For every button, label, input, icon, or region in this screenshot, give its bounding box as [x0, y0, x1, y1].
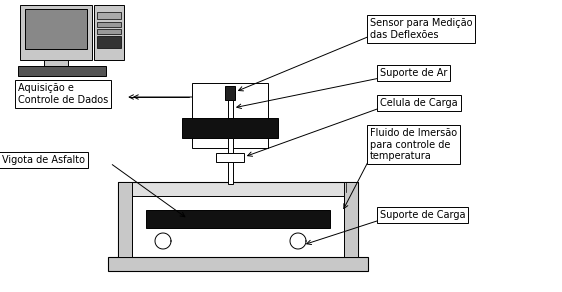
Text: Fluido de Imersão
para controle de
temperatura: Fluido de Imersão para controle de tempe… — [370, 128, 457, 161]
Bar — [225, 86, 235, 100]
Bar — [146, 210, 330, 228]
Text: Sensor para Medição
das Deflexões: Sensor para Medição das Deflexões — [370, 18, 473, 40]
Bar — [97, 36, 121, 48]
Text: Vigota de Asfalto: Vigota de Asfalto — [2, 155, 85, 165]
Text: Celula de Carga: Celula de Carga — [380, 98, 457, 108]
Polygon shape — [155, 233, 171, 249]
Bar — [192, 83, 268, 148]
Bar — [97, 22, 121, 27]
Bar — [228, 138, 233, 153]
Bar — [97, 29, 121, 34]
Bar — [228, 100, 233, 118]
Text: Suporte de Carga: Suporte de Carga — [380, 210, 465, 220]
Bar — [94, 5, 124, 60]
Bar — [18, 66, 106, 76]
Bar — [44, 60, 68, 66]
Bar — [118, 182, 358, 257]
Bar — [118, 182, 132, 257]
Text: Suporte de Ar: Suporte de Ar — [380, 68, 447, 78]
Polygon shape — [290, 233, 306, 249]
Bar — [20, 5, 92, 60]
Bar — [25, 9, 87, 49]
Bar — [132, 196, 344, 257]
Bar — [108, 257, 368, 271]
Bar — [216, 153, 244, 162]
Bar — [344, 182, 358, 257]
Bar — [182, 118, 278, 138]
Bar — [228, 162, 233, 184]
Bar — [97, 12, 121, 19]
Text: Aquisição e
Controle de Dados: Aquisição e Controle de Dados — [18, 83, 108, 105]
